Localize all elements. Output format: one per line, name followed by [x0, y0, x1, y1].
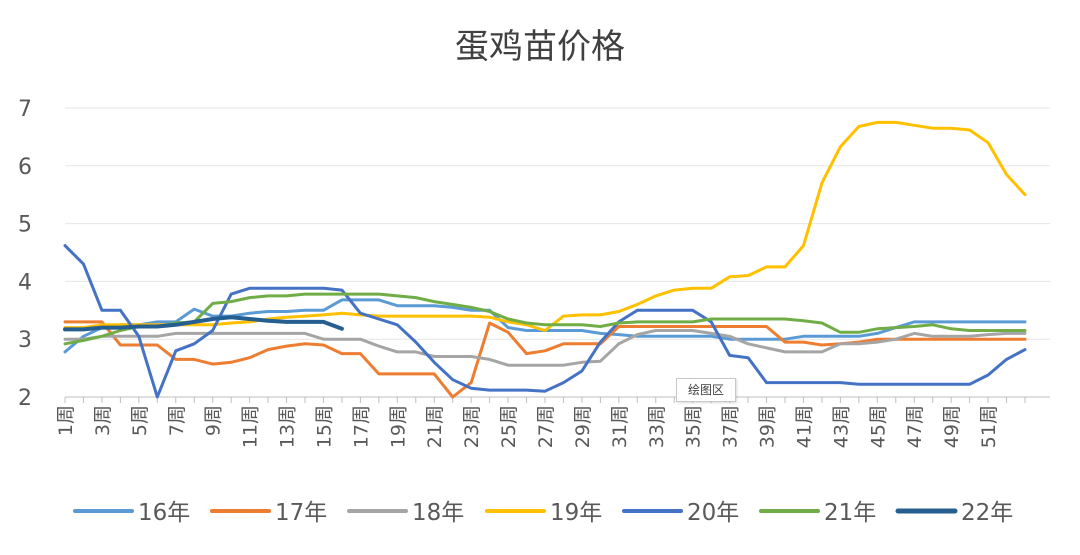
- x-tick-label: 1周: [55, 405, 77, 436]
- legend-label: 20年: [687, 500, 739, 526]
- x-tick-label: 9周: [203, 405, 225, 436]
- x-tick-label: 7周: [166, 405, 188, 436]
- legend-item[interactable]: 16年: [73, 500, 190, 526]
- legend-label: 21年: [824, 500, 876, 526]
- x-tick-label: 15周: [313, 405, 335, 448]
- legend-item[interactable]: 19年: [485, 500, 602, 526]
- x-tick-label: 27周: [535, 405, 557, 448]
- legend[interactable]: 16年 17年 18年 19年 20年 21年 22年: [73, 500, 1013, 526]
- series-lines: [63, 120, 1027, 399]
- x-tick-label: 31周: [609, 405, 631, 448]
- x-tick-label: 33周: [646, 405, 668, 448]
- x-tick-label: 29周: [572, 405, 594, 448]
- x-tick-label: 37周: [720, 405, 742, 448]
- gridlines: [65, 107, 1050, 398]
- legend-item[interactable]: 22年: [895, 500, 1013, 526]
- legend-item[interactable]: 21年: [759, 500, 876, 526]
- y-tick-label: 6: [18, 155, 32, 180]
- x-tick-label: 39周: [757, 405, 779, 448]
- x-tick-label: 51周: [978, 405, 1000, 448]
- y-tick-label: 4: [18, 270, 32, 295]
- x-tick-label: 49周: [941, 405, 963, 448]
- legend-label: 22年: [961, 500, 1013, 526]
- series-line-5: [63, 244, 1027, 399]
- legend-label: 16年: [138, 500, 190, 526]
- plot-area-tooltip: 绘图区: [676, 378, 736, 402]
- legend-label: 17年: [275, 500, 327, 526]
- x-tick-label: 3周: [92, 405, 114, 436]
- legend-label: 18年: [412, 500, 464, 526]
- x-tick-label: 11周: [240, 405, 262, 448]
- legend-item[interactable]: 17年: [210, 500, 327, 526]
- series-line-6: [63, 292, 1027, 346]
- legend-item[interactable]: 20年: [622, 500, 739, 526]
- x-tick-label: 21周: [424, 405, 446, 448]
- x-tick-label: 47周: [904, 405, 926, 448]
- y-tick-label: 2: [18, 386, 32, 411]
- x-tick-label: 13周: [277, 405, 299, 448]
- series-line-3: [63, 329, 1027, 367]
- chart-title: 蛋鸡苗价格: [455, 27, 625, 67]
- series-line-4: [63, 120, 1027, 332]
- y-tick-label: 5: [18, 213, 32, 238]
- y-tick-label: 3: [18, 328, 32, 353]
- x-tick-label: 35周: [683, 405, 705, 448]
- series-line-7: [63, 315, 344, 332]
- x-tick-label: 25周: [498, 405, 520, 448]
- x-tick-label: 17周: [350, 405, 372, 448]
- x-tick-label: 41周: [793, 405, 815, 448]
- x-tick-label: 19周: [387, 405, 409, 448]
- x-axis: 1周 3周 5周 7周 9周 11周 13周 15周 17周 19周 21周 23周 25周 27周 29周…: [55, 397, 1026, 448]
- y-axis: 2 3 4 5 6 7: [18, 97, 32, 411]
- x-tick-label: 43周: [830, 405, 852, 448]
- x-tick-label: 5周: [129, 405, 151, 436]
- legend-label: 19年: [550, 500, 602, 526]
- x-tick-label: 23周: [461, 405, 483, 448]
- legend-item[interactable]: 18年: [347, 500, 464, 526]
- series-line-2: [63, 320, 1027, 399]
- y-tick-label: 7: [18, 97, 32, 122]
- x-tick-label: 45周: [867, 405, 889, 448]
